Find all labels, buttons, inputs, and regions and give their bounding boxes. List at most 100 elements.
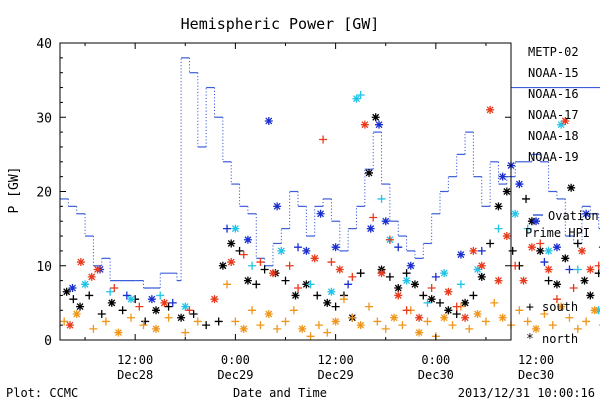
north-point <box>580 276 589 285</box>
north-point <box>544 246 553 255</box>
north-point <box>331 317 340 326</box>
south-point <box>181 328 190 337</box>
north-point <box>527 243 536 252</box>
south-point <box>256 321 265 330</box>
north-point <box>227 258 236 267</box>
y-tick-label: 30 <box>36 111 52 126</box>
south-point <box>60 317 69 326</box>
south-point <box>540 310 549 319</box>
north-point <box>93 265 102 274</box>
y-tick-label: 0 <box>44 334 52 349</box>
north-point <box>456 250 465 259</box>
north-point <box>76 258 85 267</box>
north-point <box>152 306 161 315</box>
north-point <box>532 324 541 333</box>
north-point <box>218 261 227 270</box>
south-point <box>214 317 223 326</box>
south-point <box>377 194 386 203</box>
north-point <box>356 321 365 330</box>
south-point <box>402 269 411 278</box>
south-point <box>365 302 374 311</box>
south-point <box>97 310 106 319</box>
north-point <box>335 265 344 274</box>
south-point <box>314 321 323 330</box>
south-point <box>594 269 600 278</box>
south-point <box>385 272 394 281</box>
south-point <box>481 317 490 326</box>
x-axis-label: Date and Time <box>233 386 327 400</box>
south-point <box>126 313 135 322</box>
south-point <box>402 306 411 315</box>
north-point <box>502 232 511 241</box>
legend: METP-02 NOAA-15 NOAA-16 NOAA-17 NOAA-18 NOAA-… <box>525 45 599 347</box>
chart-title: Hemispheric Power [GW] <box>181 15 380 33</box>
south-point <box>582 317 591 326</box>
south-point <box>398 321 407 330</box>
south-point <box>156 291 165 300</box>
south-point <box>565 313 574 322</box>
south-point <box>85 291 94 300</box>
south-point <box>185 306 194 315</box>
south-point <box>223 280 232 289</box>
north-point <box>264 116 273 125</box>
north-point <box>415 328 424 337</box>
south-point <box>490 298 499 307</box>
south-point <box>511 261 520 270</box>
north-point <box>177 313 186 322</box>
south-point <box>101 317 110 326</box>
legend-entry-noaa-19: NOAA-19 <box>528 150 579 164</box>
north-point <box>486 105 495 114</box>
north-point <box>390 313 399 322</box>
south-point <box>522 194 531 203</box>
south-point <box>164 313 173 322</box>
x-tick-label-date: Dec28 <box>117 368 153 382</box>
north-point <box>126 295 135 304</box>
south-point <box>452 310 461 319</box>
north-point <box>227 239 236 248</box>
north-point <box>590 306 599 315</box>
north-point <box>552 280 561 289</box>
south-point <box>323 328 332 337</box>
south-point <box>248 306 257 315</box>
south-point <box>89 324 98 333</box>
legend-entry-noaa-18: NOAA-18 <box>528 129 579 143</box>
north-point <box>444 287 453 296</box>
south-point <box>394 243 403 252</box>
south-point <box>456 280 465 289</box>
south-point <box>536 239 545 248</box>
y-tick-label: 40 <box>36 37 52 52</box>
south-point <box>339 295 348 304</box>
south-point <box>385 235 394 244</box>
south-point <box>69 295 78 304</box>
south-point <box>381 324 390 333</box>
north-point <box>582 209 591 218</box>
south-point <box>540 258 549 267</box>
south-point <box>235 246 244 255</box>
north-point <box>360 120 369 129</box>
north-point <box>586 291 595 300</box>
south-point <box>486 239 495 248</box>
north-point <box>81 280 90 289</box>
north-point <box>277 246 286 255</box>
south-point <box>239 250 248 259</box>
south-point <box>248 261 257 270</box>
south-point <box>118 306 127 315</box>
north-point <box>536 246 545 255</box>
north-point <box>316 209 325 218</box>
north-point <box>473 310 482 319</box>
series-noaa-15 <box>68 116 600 307</box>
marker-north-symbol: * <box>526 332 534 347</box>
series-noaa-19 <box>66 105 600 330</box>
south-point <box>569 284 578 293</box>
north-point <box>243 235 252 244</box>
north-point <box>381 217 390 226</box>
north-point <box>515 180 524 189</box>
north-point <box>577 246 586 255</box>
south-point <box>139 321 148 330</box>
south-point <box>189 310 198 319</box>
north-point <box>160 298 169 307</box>
south-point <box>573 239 582 248</box>
north-point <box>511 209 520 218</box>
